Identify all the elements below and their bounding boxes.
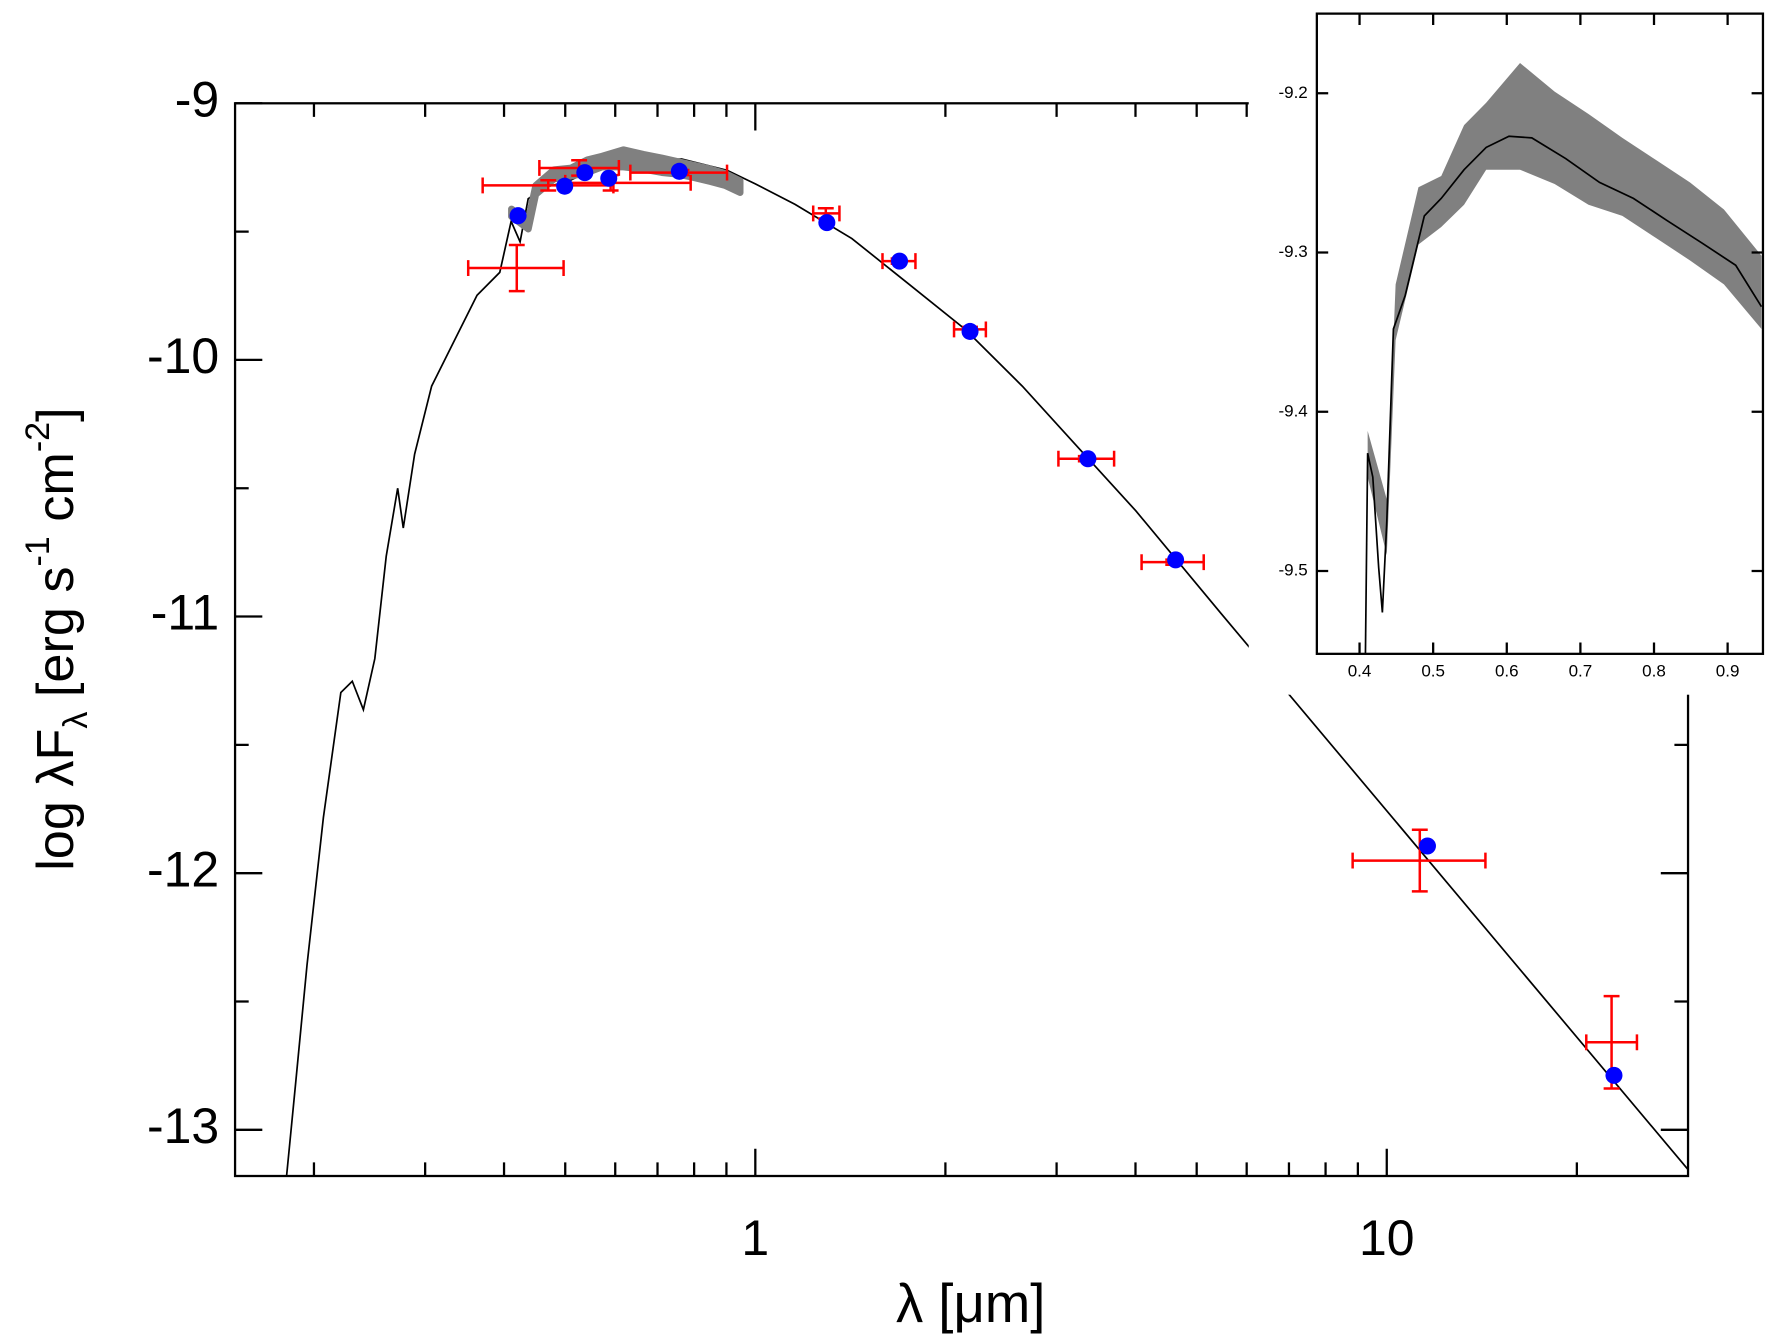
y-label-part: ]	[27, 407, 85, 422]
y-error-bar	[540, 179, 557, 192]
model-point	[891, 252, 909, 270]
model-point	[600, 169, 618, 187]
y-tick-label: -13	[147, 1098, 219, 1154]
y-tick-label: -9.5	[1278, 561, 1307, 580]
x-tick-label: 0.7	[1569, 662, 1593, 681]
x-tick-label: 0.6	[1495, 662, 1519, 681]
x-tick-label: 0.9	[1716, 662, 1740, 681]
y-label-part: log λF	[27, 729, 85, 871]
model-point	[509, 207, 527, 225]
y-label-sub: λ	[57, 712, 95, 729]
model-spectrum	[1364, 135, 1763, 654]
model-point	[670, 162, 688, 180]
model-point	[1167, 551, 1185, 569]
y-error-bar	[508, 243, 525, 293]
y-error-bar	[1411, 828, 1428, 893]
model-point	[556, 177, 574, 195]
y-label-sup: -1	[19, 536, 57, 566]
model-band	[1367, 62, 1762, 556]
x-tick-label: 0.4	[1348, 662, 1372, 681]
y-tick-label: -12	[147, 841, 219, 897]
inset-plot	[1364, 62, 1763, 654]
y-tick-label: -9	[175, 71, 219, 127]
x-tick-label: 0.8	[1642, 662, 1666, 681]
y-tick-label: -9.3	[1278, 242, 1307, 261]
y-label-sup: -2	[19, 422, 57, 452]
model-point	[1418, 837, 1436, 855]
model-point	[818, 214, 836, 232]
y-tick-label: -9.2	[1278, 83, 1307, 102]
y-tick-label: -11	[151, 585, 219, 641]
x-tick-label: 0.5	[1421, 662, 1445, 681]
y-label-part: cm	[27, 452, 85, 536]
y-tick-label: -10	[147, 328, 219, 384]
main-plot	[285, 146, 1689, 1176]
model-point	[576, 164, 594, 182]
model-point	[961, 322, 979, 340]
y-axis-label: log λFλ [erg s-1 cm-2]	[19, 407, 95, 870]
y-tick-label: -9.4	[1278, 401, 1307, 420]
model-point	[1079, 450, 1097, 468]
model-spectrum	[285, 158, 1689, 1176]
y-label-part: [erg s	[27, 567, 85, 712]
model-point	[1605, 1066, 1623, 1084]
x-axis-label: λ [μm]	[896, 1273, 1045, 1334]
x-tick-label: 10	[1359, 1210, 1415, 1266]
x-tick-label: 1	[741, 1210, 769, 1266]
plot-frame	[1315, 12, 1765, 655]
